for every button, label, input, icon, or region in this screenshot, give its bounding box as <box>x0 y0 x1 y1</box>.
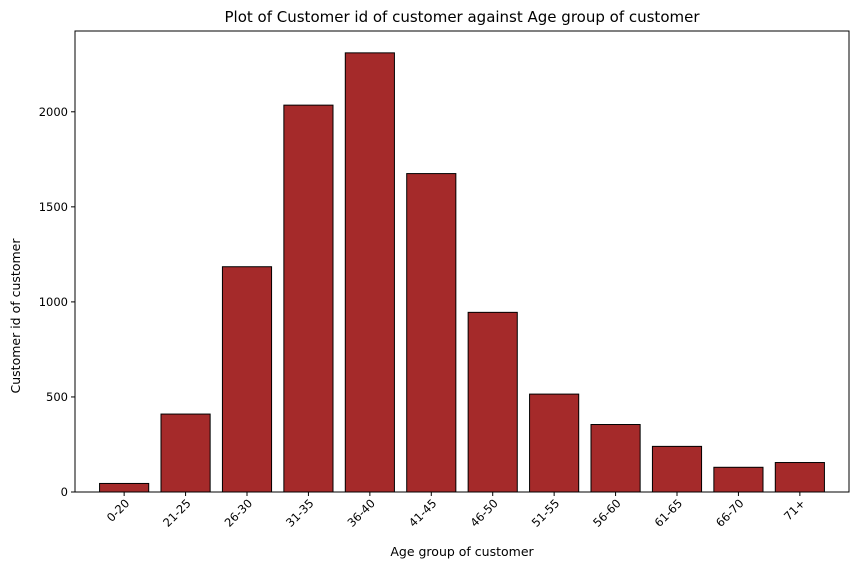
x-tick-label: 36-40 <box>344 496 378 530</box>
x-tick-label: 61-65 <box>652 496 686 530</box>
x-tick-label: 31-35 <box>283 496 317 530</box>
y-tick-label: 1000 <box>39 295 68 309</box>
x-tick-label: 0-20 <box>104 496 132 524</box>
bar <box>529 393 580 493</box>
x-tick-label: 56-60 <box>590 496 624 530</box>
y-tick-label: 0 <box>61 485 68 499</box>
bar <box>283 104 334 493</box>
x-tick-label: 21-25 <box>160 496 194 530</box>
y-tick-label: 1500 <box>39 200 68 214</box>
plot-area: 0-20 21-25 26-30 31-35 36-40 41-45 46-50 51-55 5… <box>39 30 850 530</box>
x-tick-label: 51-55 <box>529 496 563 530</box>
bar <box>99 482 150 493</box>
x-tick-label: 46-50 <box>467 496 501 530</box>
bar <box>221 266 273 493</box>
y-tick-label: 2000 <box>39 105 68 119</box>
chart-title: Plot of Customer id of customer against … <box>225 8 701 26</box>
x-axis-label: Age group of customer <box>390 544 534 559</box>
y-axis-label: Customer id of customer <box>8 238 23 394</box>
bar <box>713 466 764 493</box>
axes-frame <box>74 30 850 493</box>
bar <box>344 52 395 493</box>
bar <box>590 424 641 493</box>
bar <box>467 311 518 493</box>
x-tick-label: 66-70 <box>713 496 747 530</box>
y-tick-label: 500 <box>46 390 68 404</box>
x-tick-label: 71+ <box>781 496 808 523</box>
bar <box>774 462 825 493</box>
bar <box>406 173 457 493</box>
x-tick-label: 26-30 <box>222 496 256 530</box>
bar <box>651 445 703 493</box>
x-tick-label: 41-45 <box>406 496 440 530</box>
bar <box>160 413 211 493</box>
